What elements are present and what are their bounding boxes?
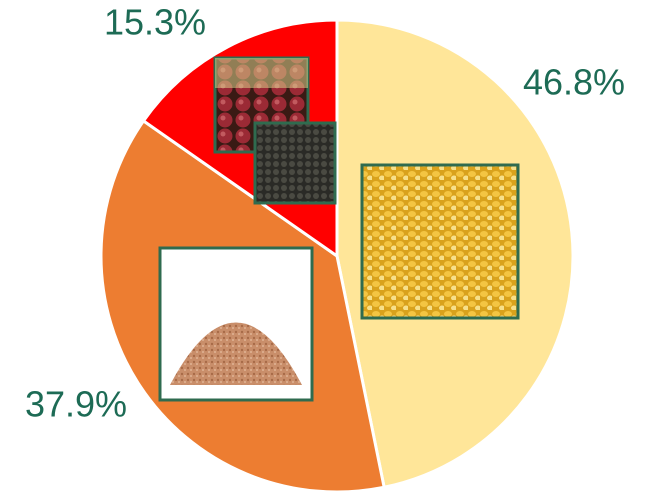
boilies-top [215, 58, 308, 88]
pellets-photo [253, 121, 337, 205]
corn-photo [360, 163, 520, 320]
slice-label: 46.8% [523, 62, 625, 103]
slice-label: 37.9% [25, 384, 127, 425]
photos [158, 56, 520, 402]
slice-label: 15.3% [104, 2, 206, 43]
meal-pile [170, 322, 302, 385]
